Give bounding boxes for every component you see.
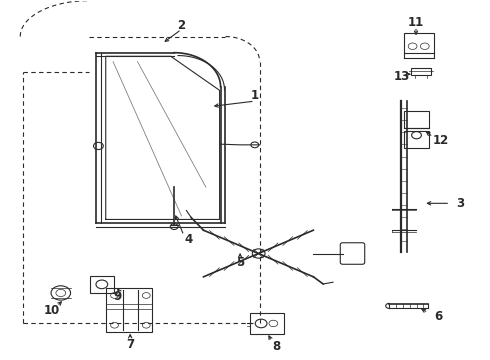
- Bar: [404, 131, 429, 148]
- Text: 1: 1: [251, 89, 259, 102]
- Text: 7: 7: [126, 338, 134, 351]
- Bar: [404, 33, 434, 53]
- Text: 9: 9: [114, 290, 122, 303]
- Text: 4: 4: [185, 233, 193, 246]
- Text: 8: 8: [272, 340, 281, 353]
- Text: 13: 13: [393, 69, 410, 82]
- Text: 2: 2: [177, 19, 186, 32]
- Bar: [411, 68, 431, 75]
- Text: 5: 5: [236, 256, 244, 269]
- Bar: [90, 276, 114, 293]
- Text: 3: 3: [456, 197, 464, 210]
- Text: 6: 6: [434, 310, 442, 323]
- Text: 11: 11: [408, 16, 424, 29]
- Bar: [250, 313, 284, 334]
- Bar: [404, 111, 429, 128]
- Text: 12: 12: [432, 134, 448, 147]
- Text: 10: 10: [44, 305, 60, 318]
- Bar: [106, 288, 152, 332]
